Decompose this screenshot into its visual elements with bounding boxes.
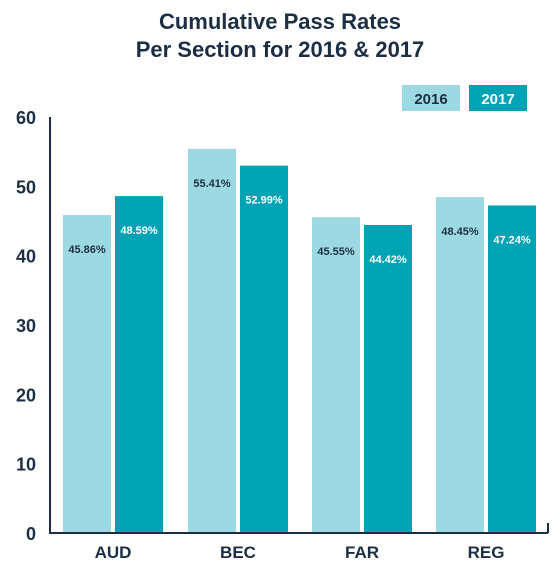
chart-title: Cumulative Pass Rates Per Section for 20… <box>0 8 560 64</box>
bar-aud-2017 <box>115 196 163 534</box>
x-tick-label-far: FAR <box>345 543 379 562</box>
chart-title-line-2: Per Section for 2016 & 2017 <box>135 37 425 62</box>
legend-swatch-2016 <box>402 85 460 111</box>
y-tick-label-0: 0 <box>26 524 36 544</box>
data-label-reg-2016: 48.45% <box>441 226 479 238</box>
bar-far-2017 <box>364 225 412 533</box>
y-tick-label-10: 10 <box>16 455 36 475</box>
y-tick-label-20: 20 <box>16 385 36 405</box>
bar-bec-2017 <box>240 165 288 533</box>
data-label-aud-2016: 45.86% <box>68 244 106 256</box>
data-label-aud-2017: 48.59% <box>120 225 158 237</box>
x-tick-label-bec: BEC <box>220 543 256 562</box>
legend-label-2017: 2017 <box>481 91 514 108</box>
bar-bec-2016 <box>188 148 236 533</box>
chart-title-line-1: Cumulative Pass Rates <box>158 9 402 34</box>
legend-swatch-2017 <box>469 85 527 111</box>
data-label-far-2016: 45.55% <box>317 246 355 258</box>
bar-reg-2016 <box>436 197 484 533</box>
y-tick-label-40: 40 <box>16 247 36 267</box>
y-tick-label-50: 50 <box>16 177 36 197</box>
bar-far-2016 <box>312 217 360 534</box>
data-label-far-2017: 44.42% <box>369 254 407 266</box>
x-tick-label-reg: REG <box>468 543 505 562</box>
bar-aud-2016 <box>63 215 111 533</box>
bar-reg-2017 <box>488 205 536 533</box>
y-tick-label-30: 30 <box>16 316 36 336</box>
y-tick-label-60: 60 <box>16 108 36 128</box>
data-label-bec-2017: 52.99% <box>245 195 283 207</box>
data-label-reg-2017: 47.24% <box>493 234 531 246</box>
data-label-bec-2016: 55.41% <box>193 178 231 190</box>
x-tick-label-aud: AUD <box>95 543 132 562</box>
legend-label-2016: 2016 <box>414 91 447 108</box>
